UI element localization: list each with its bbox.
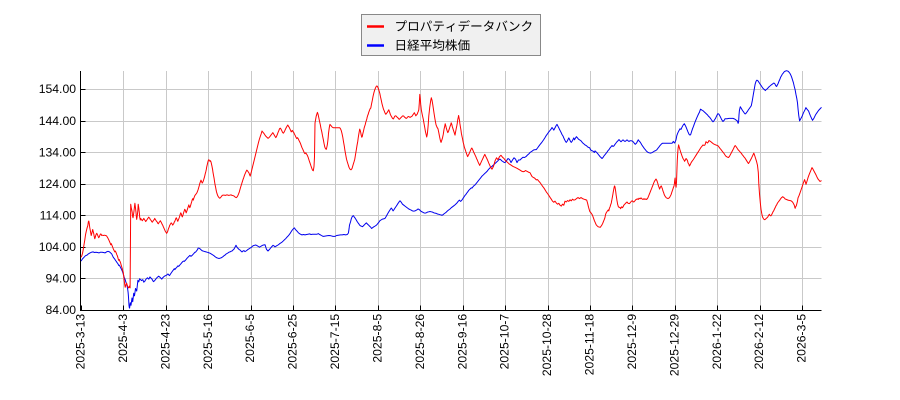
svg-text:124.00: 124.00 <box>39 177 76 191</box>
svg-text:2025-11-18: 2025-11-18 <box>583 314 597 376</box>
svg-text:2025-7-15: 2025-7-15 <box>328 314 342 370</box>
svg-text:2025-12-9: 2025-12-9 <box>625 314 639 370</box>
svg-text:134.00: 134.00 <box>39 145 76 159</box>
svg-text:2025-6-5: 2025-6-5 <box>243 314 257 363</box>
svg-text:2025-8-5: 2025-8-5 <box>371 314 385 363</box>
svg-text:2025-10-7: 2025-10-7 <box>498 314 512 370</box>
svg-text:2026-2-12: 2026-2-12 <box>752 314 766 370</box>
svg-text:2025-4-23: 2025-4-23 <box>158 314 172 370</box>
svg-text:2026-1-22: 2026-1-22 <box>710 314 724 370</box>
svg-text:2025-12-29: 2025-12-29 <box>667 314 681 377</box>
svg-text:2025-9-16: 2025-9-16 <box>455 314 469 370</box>
svg-text:114.00: 114.00 <box>40 209 77 223</box>
svg-text:2025-4-3: 2025-4-3 <box>116 314 130 363</box>
svg-text:2025-8-26: 2025-8-26 <box>413 314 427 370</box>
svg-text:84.00: 84.00 <box>46 303 77 317</box>
svg-text:2025-10-28: 2025-10-28 <box>540 314 554 377</box>
svg-text:154.00: 154.00 <box>39 82 76 96</box>
svg-text:2026-3-5: 2026-3-5 <box>795 314 809 363</box>
svg-text:2025-6-25: 2025-6-25 <box>286 314 300 370</box>
svg-text:94.00: 94.00 <box>46 272 77 286</box>
svg-text:144.00: 144.00 <box>39 114 76 128</box>
svg-text:2025-5-16: 2025-5-16 <box>201 314 215 370</box>
svg-text:104.00: 104.00 <box>39 240 76 254</box>
svg-text:2025-3-13: 2025-3-13 <box>74 314 88 370</box>
